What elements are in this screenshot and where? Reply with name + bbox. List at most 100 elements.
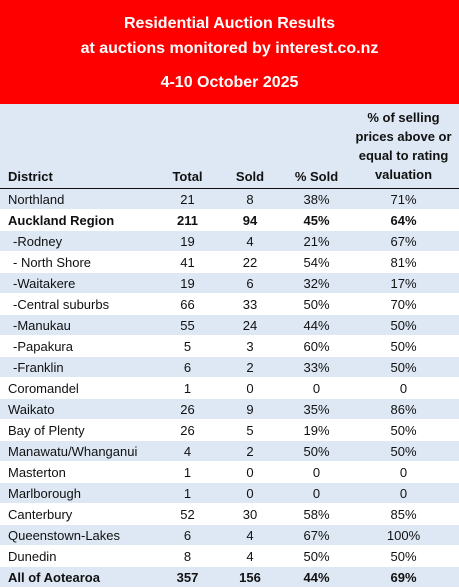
cell-pct-sold: 50% [285, 440, 348, 462]
table-row: -Central suburbs 66 33 50% 70% [0, 293, 459, 315]
cell-pct-above-valuation: 50% [348, 419, 459, 441]
cell-pct-sold: 19% [285, 419, 348, 441]
cell-pct-sold: 58% [285, 503, 348, 525]
column-header-total: Total [160, 104, 215, 189]
column-header-district: District [0, 104, 160, 189]
auction-results-table: District Total Sold % Sold % of selling … [0, 104, 459, 588]
cell-pct-above-valuation: 17% [348, 272, 459, 294]
table-row: Bay of Plenty 26 5 19% 50% [0, 419, 459, 441]
cell-pct-sold: 45% [285, 209, 348, 231]
cell-pct-sold: 50% [285, 293, 348, 315]
cell-total: 55 [160, 314, 215, 336]
cell-pct-above-valuation: 86% [348, 398, 459, 420]
table-row: -Waitakere 19 6 32% 17% [0, 272, 459, 294]
cell-total: 6 [160, 356, 215, 378]
cell-pct-above-valuation: 50% [348, 314, 459, 336]
cell-total: 211 [160, 209, 215, 231]
table-row: Waikato 26 9 35% 86% [0, 398, 459, 420]
cell-pct-sold: 35% [285, 398, 348, 420]
table-row: Queenstown-Lakes 6 4 67% 100% [0, 524, 459, 546]
cell-district: Coromandel [0, 377, 160, 399]
cell-district: - North Shore [0, 251, 160, 273]
cell-pct-sold: 50% [285, 545, 348, 567]
cell-district: -Waitakere [0, 272, 160, 294]
column-header-pct-above-valuation: % of selling prices above or equal to ra… [348, 104, 459, 189]
table-row: -Rodney 19 4 21% 67% [0, 230, 459, 252]
cell-total: 26 [160, 419, 215, 441]
cell-sold: 3 [215, 335, 285, 357]
cell-sold: 94 [215, 209, 285, 231]
cell-pct-sold: 38% [285, 188, 348, 210]
cell-pct-sold: 54% [285, 251, 348, 273]
cell-pct-above-valuation: 81% [348, 251, 459, 273]
cell-pct-sold: 21% [285, 230, 348, 252]
cell-sold: 4 [215, 524, 285, 546]
cell-sold: 0 [215, 461, 285, 483]
cell-pct-above-valuation: 50% [348, 440, 459, 462]
report-title: Residential Auction Results [124, 15, 335, 32]
cell-pct-above-valuation: 0 [348, 482, 459, 504]
cell-district: Queenstown-Lakes [0, 524, 160, 546]
cell-total: 52 [160, 503, 215, 525]
cell-district: -Papakura [0, 335, 160, 357]
cell-sold: 4 [215, 230, 285, 252]
cell-pct-above-valuation: 64% [348, 209, 459, 231]
cell-sold: 24 [215, 314, 285, 336]
cell-pct-sold: 60% [285, 335, 348, 357]
cell-total: 5 [160, 335, 215, 357]
cell-district: Canterbury [0, 503, 160, 525]
cell-sold: 22 [215, 251, 285, 273]
total-cell-pct-above-valuation: 69% [348, 566, 459, 588]
table-row: -Franklin 6 2 33% 50% [0, 356, 459, 378]
cell-total: 4 [160, 440, 215, 462]
report-subtitle: at auctions monitored by interest.co.nz [80, 40, 379, 57]
table-row: Manawatu/Whanganui 4 2 50% 50% [0, 440, 459, 462]
cell-total: 26 [160, 398, 215, 420]
table-header-row: District Total Sold % Sold % of selling … [0, 104, 459, 189]
cell-district: -Manukau [0, 314, 160, 336]
cell-district: Northland [0, 188, 160, 210]
cell-sold: 5 [215, 419, 285, 441]
cell-district: Masterton [0, 461, 160, 483]
cell-pct-sold: 0 [285, 482, 348, 504]
table-row: Coromandel 1 0 0 0 [0, 377, 459, 399]
cell-pct-sold: 33% [285, 356, 348, 378]
cell-district: -Rodney [0, 230, 160, 252]
cell-district: Auckland Region [0, 209, 160, 231]
cell-district: Dunedin [0, 545, 160, 567]
cell-sold: 0 [215, 377, 285, 399]
column-header-sold: Sold [215, 104, 285, 189]
cell-sold: 33 [215, 293, 285, 315]
cell-sold: 8 [215, 188, 285, 210]
table-total-row: All of Aotearoa 357 156 44% 69% [0, 566, 459, 588]
table-row: Northland 21 8 38% 71% [0, 188, 459, 210]
table-row: Canterbury 52 30 58% 85% [0, 503, 459, 525]
table-row: Auckland Region 211 94 45% 64% [0, 209, 459, 231]
column-header-line: prices above or [355, 129, 452, 144]
cell-pct-sold: 32% [285, 272, 348, 294]
cell-sold: 6 [215, 272, 285, 294]
cell-total: 6 [160, 524, 215, 546]
cell-pct-sold: 0 [285, 461, 348, 483]
cell-sold: 2 [215, 356, 285, 378]
table-body: Northland 21 8 38% 71% Auckland Region 211 94 45… [0, 188, 459, 588]
cell-total: 1 [160, 461, 215, 483]
cell-pct-above-valuation: 71% [348, 188, 459, 210]
total-cell-pct-sold: 44% [285, 566, 348, 588]
cell-district: -Franklin [0, 356, 160, 378]
cell-pct-above-valuation: 67% [348, 230, 459, 252]
cell-pct-above-valuation: 50% [348, 335, 459, 357]
cell-pct-above-valuation: 50% [348, 356, 459, 378]
total-cell-sold: 156 [215, 566, 285, 588]
cell-pct-sold: 0 [285, 377, 348, 399]
cell-sold: 9 [215, 398, 285, 420]
cell-pct-sold: 67% [285, 524, 348, 546]
cell-pct-sold: 44% [285, 314, 348, 336]
table-row: -Manukau 55 24 44% 50% [0, 314, 459, 336]
cell-total: 1 [160, 377, 215, 399]
table-row: -Papakura 5 3 60% 50% [0, 335, 459, 357]
cell-total: 8 [160, 545, 215, 567]
column-header-line: equal to rating [358, 148, 449, 163]
cell-sold: 30 [215, 503, 285, 525]
cell-pct-above-valuation: 50% [348, 545, 459, 567]
